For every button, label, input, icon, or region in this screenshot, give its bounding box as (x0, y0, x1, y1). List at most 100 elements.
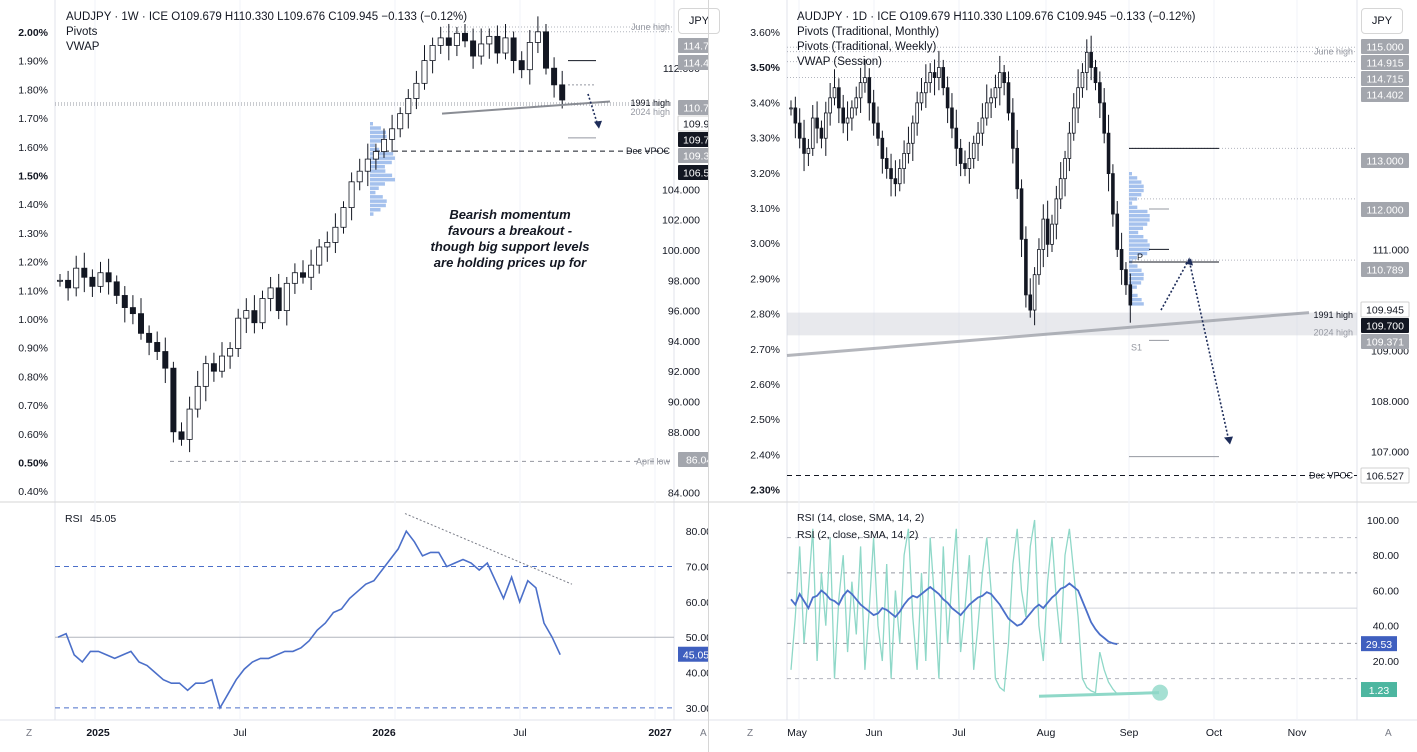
volume-profile-bar (370, 169, 386, 173)
volume-profile-bar (370, 126, 381, 130)
price-tag-bg (678, 165, 709, 180)
percent-axis-label: 1.50% (18, 171, 48, 183)
weekly-candle-body (178, 431, 185, 440)
weekly-candle-body (462, 32, 468, 42)
price-tag: 109.371 (1361, 334, 1409, 349)
2024-high-label: 2024 high (1313, 328, 1353, 338)
currency-button[interactable]: JPY (678, 8, 720, 34)
time-axis-label: 2025 (86, 727, 110, 739)
daily-candle-body (871, 102, 876, 124)
support-zone (787, 312, 1357, 336)
price-tag: 109.700 (678, 132, 709, 147)
price-axis-label: 92.000 (668, 366, 700, 378)
rsi-axis-label: 40.00 (686, 668, 709, 680)
price-tag: 109.371 (678, 148, 709, 163)
time-axis-label: Nov (1288, 727, 1307, 739)
weekly-candle-body (73, 267, 80, 289)
daily-candle-body (889, 168, 893, 180)
percent-axis-label: 1.30% (18, 228, 48, 240)
daily-candle-body (1024, 238, 1028, 296)
auto-corner-left[interactable]: A (700, 728, 707, 739)
weekly-candle-body (170, 367, 177, 433)
percent-axis-label: 0.80% (18, 371, 48, 383)
zoom-corner-right[interactable]: Z (747, 728, 754, 739)
rsi2-value-tag (1361, 682, 1397, 698)
weekly-chart-pane[interactable]: 2.00% 1.90% 1.80% 1.70% 1.60% 1.50% 1.40% 1.30%… (0, 0, 720, 752)
daily-candle-body (1080, 72, 1085, 89)
support-trendline (786, 311, 1310, 358)
price-tag: 112.000 (1361, 202, 1409, 217)
daily-candle-body (937, 67, 941, 78)
volume-profile-bar (1129, 247, 1150, 251)
weekly-candle-body (413, 82, 420, 99)
weekly-candle-body (194, 385, 201, 410)
weekly-candle-body (259, 298, 266, 324)
weekly-candle-body (526, 42, 533, 71)
rsi-label: RSI (65, 513, 83, 525)
percent-axis-label: 0.90% (18, 343, 48, 355)
volume-profile-bar (370, 203, 386, 208)
daily-header: AUDJPY · 1D · ICE O109.679 H110.330 L109… (797, 10, 1196, 70)
rsi-value-label: 45.05 (90, 513, 116, 525)
volume-profile-bar (370, 195, 383, 199)
weekly-indicator-pivots[interactable]: Pivots (66, 26, 98, 38)
percent-axis-label: 2.00% (18, 27, 48, 39)
weekly-candle-body (324, 242, 331, 248)
volume-profile-bar (1129, 239, 1148, 243)
weekly-candle-body (534, 31, 541, 43)
price-tag: 110.789 (678, 100, 709, 115)
daily-indicator-weekly-pivots[interactable]: Pivots (Traditional, Weekly) (797, 41, 937, 53)
daily-candle-body (1045, 218, 1050, 245)
weekly-indicator-vwap[interactable]: VWAP (66, 41, 100, 53)
weekly-header: AUDJPY · 1W · ICE O109.679 H110.330 L109… (66, 10, 467, 55)
price-tag-bg (678, 132, 709, 147)
weekly-candle-body (486, 35, 493, 45)
daily-candle-body (915, 102, 919, 124)
percent-axis-label: 1.60% (18, 142, 48, 154)
rsi-value-tag-text: 45.05 (683, 650, 709, 662)
volume-profile-bar (1129, 188, 1144, 193)
price-tag-text: 112.000 (1366, 205, 1403, 217)
price-tag: 106.527 (678, 165, 709, 180)
volume-profile-bar (1129, 272, 1144, 277)
daily-indicator-monthly-pivots[interactable]: Pivots (Traditional, Monthly) (797, 26, 940, 38)
rsi-axis-label: 20.00 (1373, 656, 1399, 668)
daily-chart-pane[interactable]: 3.60% 3.50% 3.40% 3.30% 3.20% 3.10% 3.00% 2.90%… (708, 0, 1417, 752)
daily-candle-body (993, 87, 998, 99)
weekly-chart-svg[interactable]: 2.00% 1.90% 1.80% 1.70% 1.60% 1.50% 1.40% 1.30%… (0, 0, 709, 752)
price-tag-text: 109.945 (1366, 305, 1404, 317)
rsi14-line (790, 582, 1118, 646)
weekly-candle-body (57, 279, 63, 282)
daily-candle-body (928, 72, 932, 84)
daily-candle-body (1011, 112, 1015, 149)
volume-profile-bar (1129, 293, 1138, 298)
auto-corner-right[interactable]: A (1385, 728, 1392, 739)
volume-profile-bar (1129, 205, 1138, 209)
daily-candle-body (789, 107, 793, 110)
daily-candle-body (1028, 294, 1033, 311)
volume-profile-bar (370, 212, 374, 216)
volume-profile-bar (370, 186, 379, 190)
daily-symbol-line: AUDJPY · 1D · ICE O109.679 H110.330 L109… (797, 11, 1196, 23)
rsi2-label: RSI (2, close, SMA, 14, 2) (797, 529, 918, 541)
price-tag: 114.715 (678, 38, 709, 53)
annotation-line-3: though big support levels (430, 239, 590, 254)
april-low-label: April low (636, 456, 671, 466)
daily-chart-svg[interactable]: 3.60% 3.50% 3.40% 3.30% 3.20% 3.10% 3.00% 2.90%… (709, 0, 1417, 752)
zoom-corner-left[interactable]: Z (26, 728, 33, 739)
percent-axis-label: 1.10% (18, 285, 48, 297)
rsi-divergence-dot (1152, 684, 1168, 701)
2024-high-label: 2024 high (630, 107, 670, 117)
volume-profile-bar (370, 177, 395, 182)
weekly-candle-body (275, 287, 282, 312)
rsi-line (57, 529, 561, 710)
weekly-candle-body (348, 181, 355, 208)
daily-candle-body (1041, 218, 1046, 250)
daily-indicator-vwap[interactable]: VWAP (Session) (797, 56, 882, 68)
daily-candle-body (902, 152, 906, 169)
weekly-candle-body (494, 35, 501, 54)
bearish-annotation: Bearish momentum favours a breakout - th… (420, 207, 600, 271)
currency-button-right[interactable]: JPY (1361, 8, 1403, 34)
price-tag: 106.527 (1360, 467, 1410, 484)
forecast-path (1160, 257, 1230, 442)
